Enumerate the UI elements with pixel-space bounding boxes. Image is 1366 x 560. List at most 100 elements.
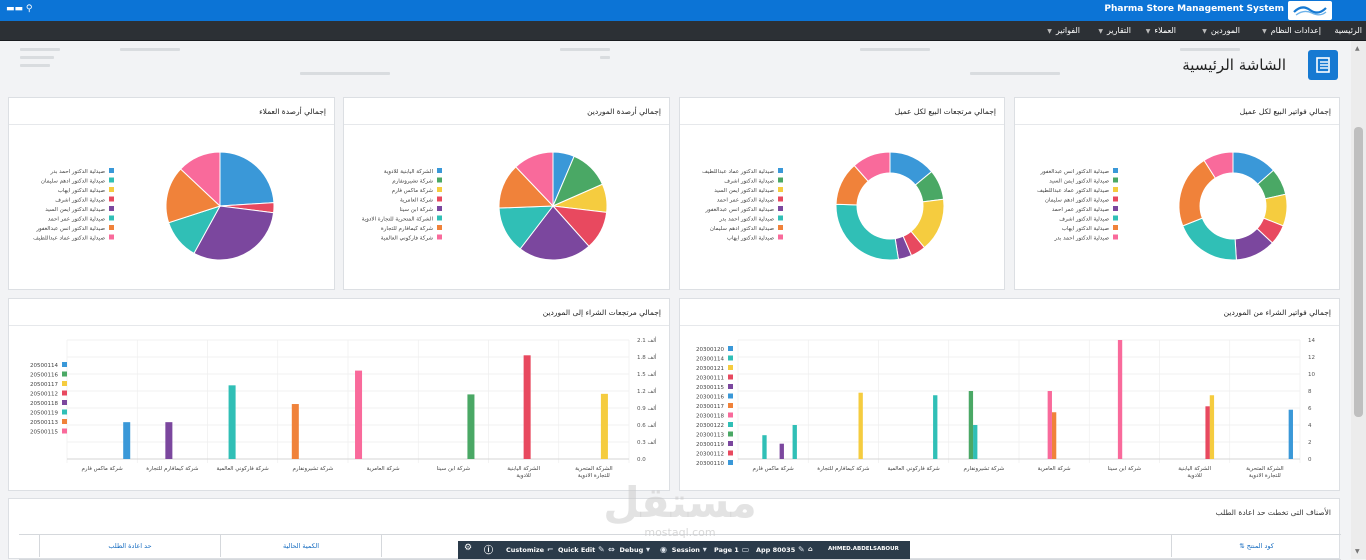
info-icon[interactable]: ⓘ xyxy=(484,546,494,556)
legend-label[interactable]: صيدلية الدكتور اشرف xyxy=(1059,216,1109,223)
legend-label[interactable]: 20500117 xyxy=(30,382,58,388)
menu-invoices[interactable]: الفواتير▼ xyxy=(1047,21,1080,41)
legend-label[interactable]: 20300115 xyxy=(696,385,724,391)
legend-label[interactable]: صيدلية الدكتور اشرف xyxy=(55,197,105,204)
legend-label[interactable]: 20300122 xyxy=(696,423,724,429)
legend-label[interactable]: صيدلية الدكتور ادهم سليمان xyxy=(1045,197,1109,204)
legend-label[interactable]: شركة ماكس فارم xyxy=(392,187,434,194)
legend-label[interactable]: صيدلية الدكتور احمد بدر xyxy=(718,216,774,223)
legend-label[interactable]: شركة العامرية xyxy=(400,197,433,204)
bar[interactable] xyxy=(291,404,299,459)
bar[interactable] xyxy=(228,385,236,459)
bar[interactable] xyxy=(165,422,173,459)
quick-edit-button[interactable]: Quick Edit ✎ xyxy=(558,545,607,554)
menu-suppliers[interactable]: الموردين▼ xyxy=(1202,21,1240,41)
legend-label[interactable]: 20500119 xyxy=(30,411,58,417)
legend-label[interactable]: شركة تشيرونفارم xyxy=(392,178,433,185)
column-header-reorder-limit[interactable]: حد اعادة الطلب xyxy=(39,535,220,557)
legend-label[interactable]: صيدلية الدكتور انس عبدالغفور xyxy=(35,225,105,232)
legend-label[interactable]: 20500114 xyxy=(30,363,58,369)
pie-slice[interactable] xyxy=(519,205,590,261)
legend-label[interactable]: صيدلية الدكتور ايمن السيد xyxy=(45,206,105,213)
legend-label[interactable]: 20300113 xyxy=(696,433,724,439)
bar[interactable] xyxy=(1047,391,1052,459)
legend-label[interactable]: 20300112 xyxy=(696,452,724,458)
bar[interactable] xyxy=(792,425,797,459)
legend-label[interactable]: 20300116 xyxy=(696,395,724,401)
legend-label[interactable]: شركة كيمافارم للتجارة xyxy=(381,225,434,232)
legend-label[interactable]: صيدلية الدكتور احمد بدر xyxy=(1053,235,1109,242)
legend-label[interactable]: صيدلية الدكتور انس عبدالغفور xyxy=(1039,168,1109,175)
page-scrollbar[interactable]: ▲ ▼ xyxy=(1351,41,1366,559)
bar[interactable] xyxy=(1117,340,1123,459)
scroll-down-icon[interactable]: ▼ xyxy=(1355,548,1360,555)
user-menu[interactable]: ▬▬ ⚲ xyxy=(6,4,33,14)
debug-button[interactable]: ⇔ Debug ▾ xyxy=(608,545,652,554)
app-logo[interactable] xyxy=(1288,1,1332,20)
legend-label[interactable]: 20300119 xyxy=(696,442,724,448)
legend-label[interactable]: صيدلية الدكتور عماد عبداللطيف xyxy=(33,235,105,242)
column-header[interactable] xyxy=(381,535,1171,557)
bar[interactable] xyxy=(1288,409,1293,459)
legend-label[interactable]: الشركة اليابنية للادوية xyxy=(384,168,434,175)
legend-label[interactable]: 20300118 xyxy=(696,414,724,420)
pie-slice[interactable] xyxy=(193,205,275,261)
legend-label[interactable]: 20500113 xyxy=(30,420,58,426)
bar[interactable] xyxy=(1051,412,1057,459)
column-header-current-qty[interactable]: الكمية الحالية xyxy=(220,535,381,557)
legend-label[interactable]: الشركة المتحرية للتجارة الادوية xyxy=(362,216,434,223)
home-icon[interactable]: ⌂ xyxy=(808,545,813,553)
pie-slice[interactable] xyxy=(515,151,554,208)
legend-label[interactable]: صيدلية الدكتور عمر احمد xyxy=(1052,206,1109,213)
bar[interactable] xyxy=(467,394,475,459)
legend-label[interactable]: 20500115 xyxy=(30,430,58,436)
legend-label[interactable]: 20500112 xyxy=(30,392,58,398)
bar[interactable] xyxy=(1209,395,1215,459)
bar[interactable] xyxy=(973,425,978,459)
bar[interactable] xyxy=(933,395,938,459)
pie-slice[interactable] xyxy=(179,151,221,208)
menu-home[interactable]: الرئيسية xyxy=(1334,21,1362,41)
legend-label[interactable]: 20500116 xyxy=(30,373,58,379)
legend-label[interactable]: 20300111 xyxy=(696,376,724,382)
legend-label[interactable]: 20300121 xyxy=(696,366,724,372)
legend-label[interactable]: صيدلية الدكتور احمد بدر xyxy=(49,168,105,175)
bar[interactable] xyxy=(779,443,784,459)
pie-slice[interactable] xyxy=(165,168,221,224)
legend-label[interactable]: شركة ابن سينا xyxy=(399,206,433,213)
legend-label[interactable]: صيدلية الدكتور عمر احمد xyxy=(48,216,105,223)
column-header-product-code[interactable]: كود المنتج ⇅ xyxy=(1171,535,1341,557)
page-button[interactable]: Page 1 ▭ xyxy=(714,545,751,554)
bar[interactable] xyxy=(762,435,767,459)
legend-label[interactable]: صيدلية الدكتور ايمن السيد xyxy=(714,187,774,194)
legend-label[interactable]: صيدلية الدكتور ادهم سليمان xyxy=(710,225,774,232)
legend-label[interactable]: صيدلية الدكتور عماد عبداللطيف xyxy=(1037,187,1109,194)
legend-label[interactable]: 20300110 xyxy=(696,461,724,467)
bar[interactable] xyxy=(968,391,974,459)
session-button[interactable]: ◉ Session ▾ xyxy=(660,545,709,554)
legend-label[interactable]: 20500118 xyxy=(30,401,58,407)
bar[interactable] xyxy=(600,393,608,459)
bar[interactable] xyxy=(858,392,863,459)
customize-button[interactable]: Customize ⌐ xyxy=(506,545,556,554)
bar[interactable] xyxy=(123,422,131,459)
scrollbar-thumb[interactable] xyxy=(1354,127,1363,417)
legend-label[interactable]: صيدلية الدكتور اشرف xyxy=(724,178,774,185)
menu-settings[interactable]: إعدادات النظام▼ xyxy=(1262,21,1321,41)
legend-label[interactable]: صيدلية الدكتور ايهاب xyxy=(58,187,106,194)
bar[interactable] xyxy=(1205,406,1210,459)
app-button[interactable]: App 80035 ✎ xyxy=(756,545,807,554)
legend-label[interactable]: صيدلية الدكتور ايهاب xyxy=(727,235,775,242)
menu-reports[interactable]: التقارير▼ xyxy=(1098,21,1131,41)
menu-customers[interactable]: العملاء▼ xyxy=(1146,21,1176,41)
legend-label[interactable]: صيدلية الدكتور عمر احمد xyxy=(717,197,774,204)
pie-slice[interactable] xyxy=(219,151,275,207)
bar[interactable] xyxy=(523,355,531,459)
scroll-up-icon[interactable]: ▲ xyxy=(1355,45,1360,52)
legend-label[interactable]: شركة فاركوني العالمية xyxy=(381,235,434,242)
legend-label[interactable]: صيدلية الدكتور ايهاب xyxy=(1062,225,1110,232)
legend-label[interactable]: 20300117 xyxy=(696,404,724,410)
legend-label[interactable]: 20300114 xyxy=(696,357,724,363)
legend-label[interactable]: صيدلية الدكتور عماد عبداللطيف xyxy=(702,168,774,175)
gear-icon[interactable]: ⚙ xyxy=(464,543,473,553)
